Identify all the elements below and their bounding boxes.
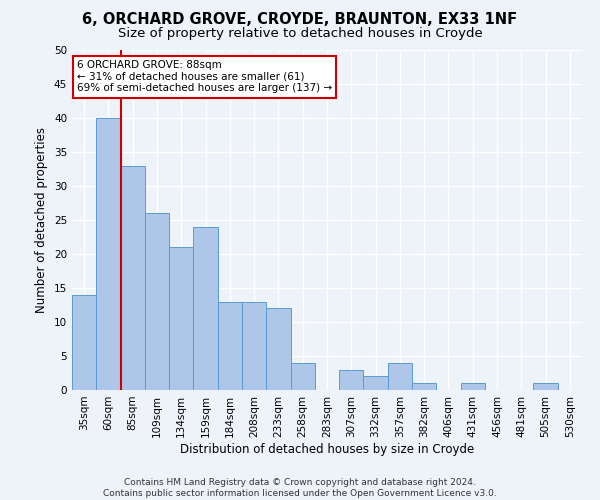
- Bar: [290, 363, 315, 390]
- Bar: [242, 302, 266, 390]
- Bar: [364, 376, 388, 390]
- Bar: [218, 302, 242, 390]
- Bar: [461, 383, 485, 390]
- Y-axis label: Number of detached properties: Number of detached properties: [35, 127, 49, 313]
- Bar: [339, 370, 364, 390]
- X-axis label: Distribution of detached houses by size in Croyde: Distribution of detached houses by size …: [180, 442, 474, 456]
- Bar: [145, 213, 169, 390]
- Bar: [193, 227, 218, 390]
- Bar: [533, 383, 558, 390]
- Bar: [121, 166, 145, 390]
- Text: 6 ORCHARD GROVE: 88sqm
← 31% of detached houses are smaller (61)
69% of semi-det: 6 ORCHARD GROVE: 88sqm ← 31% of detached…: [77, 60, 332, 94]
- Text: 6, ORCHARD GROVE, CROYDE, BRAUNTON, EX33 1NF: 6, ORCHARD GROVE, CROYDE, BRAUNTON, EX33…: [82, 12, 518, 28]
- Bar: [412, 383, 436, 390]
- Bar: [266, 308, 290, 390]
- Bar: [169, 247, 193, 390]
- Text: Contains HM Land Registry data © Crown copyright and database right 2024.
Contai: Contains HM Land Registry data © Crown c…: [103, 478, 497, 498]
- Bar: [72, 295, 96, 390]
- Text: Size of property relative to detached houses in Croyde: Size of property relative to detached ho…: [118, 28, 482, 40]
- Bar: [388, 363, 412, 390]
- Bar: [96, 118, 121, 390]
